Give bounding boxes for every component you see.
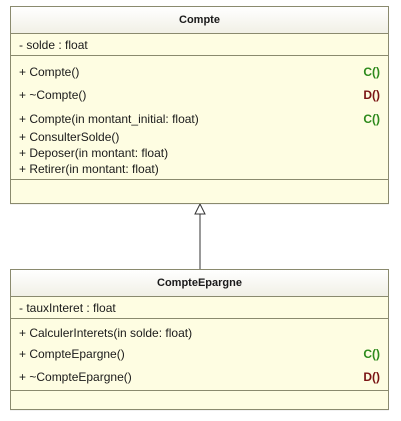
operation-text: + ~CompteEpargne() bbox=[19, 370, 132, 384]
constructor-marker: C() bbox=[363, 347, 380, 361]
operation-text: + Compte(in montant_initial: float) bbox=[19, 112, 199, 126]
class-compte-epargne-operations: + CalculerInterets(in solde: float) + Co… bbox=[11, 319, 388, 391]
operation-row[interactable]: + ConsulterSolde() bbox=[19, 129, 380, 145]
operation-row[interactable]: + Deposer(in montant: float) bbox=[19, 145, 380, 161]
operation-text: + ~Compte() bbox=[19, 88, 87, 102]
operation-text: + ConsulterSolde() bbox=[19, 130, 120, 144]
attribute-text: - solde : float bbox=[19, 38, 88, 52]
operation-text: + Retirer(in montant: float) bbox=[19, 162, 159, 176]
class-compte-epargne-title: CompteEpargne bbox=[11, 270, 388, 297]
generalization-triangle-icon bbox=[194, 202, 206, 215]
operation-row[interactable]: + ~Compte() D() bbox=[19, 87, 380, 103]
operation-text: + Compte() bbox=[19, 65, 80, 79]
operation-row[interactable]: + CompteEpargne() C() bbox=[19, 346, 380, 362]
operation-row[interactable]: + Retirer(in montant: float) bbox=[19, 161, 380, 177]
operation-row[interactable]: + CalculerInterets(in solde: float) bbox=[19, 325, 380, 341]
class-compte-epargne-attributes: - tauxInteret : float bbox=[11, 297, 388, 319]
attribute-row[interactable]: - solde : float bbox=[19, 37, 380, 53]
operation-row[interactable]: + Compte(in montant_initial: float) C() bbox=[19, 111, 380, 127]
destructor-marker: D() bbox=[363, 370, 380, 384]
operation-text: + CalculerInterets(in solde: float) bbox=[19, 326, 193, 340]
class-compte-attributes: - solde : float bbox=[11, 34, 388, 56]
attribute-text: - tauxInteret : float bbox=[19, 301, 116, 315]
operation-row[interactable]: + ~CompteEpargne() D() bbox=[19, 369, 380, 385]
operation-row[interactable]: + Compte() C() bbox=[19, 64, 380, 80]
attribute-row[interactable]: - tauxInteret : float bbox=[19, 300, 380, 316]
operation-text: + CompteEpargne() bbox=[19, 347, 125, 361]
destructor-marker: D() bbox=[363, 88, 380, 102]
class-compte-epargne[interactable]: CompteEpargne - tauxInteret : float + Ca… bbox=[10, 269, 389, 410]
constructor-marker: C() bbox=[363, 65, 380, 79]
class-compte[interactable]: Compte - solde : float + Compte() C() + … bbox=[10, 6, 389, 204]
constructor-marker: C() bbox=[363, 112, 380, 126]
class-compte-operations: + Compte() C() + ~Compte() D() + Compte(… bbox=[11, 56, 388, 180]
operation-text: + Deposer(in montant: float) bbox=[19, 146, 169, 160]
class-compte-title: Compte bbox=[11, 7, 388, 34]
